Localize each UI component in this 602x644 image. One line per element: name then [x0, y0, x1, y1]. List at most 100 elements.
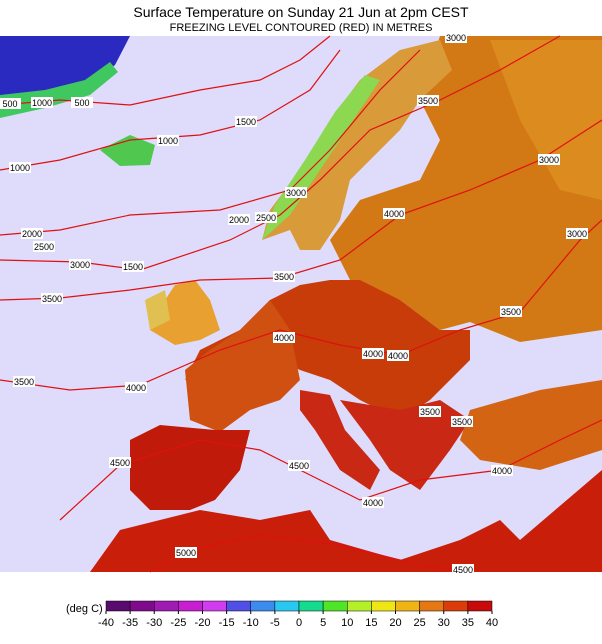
contour-label-box: [125, 382, 147, 393]
contour-label-box: [273, 271, 295, 282]
contour-label-text: 3500: [418, 96, 438, 106]
contour-label-text: 2000: [22, 229, 42, 239]
contour-label-text: 3500: [501, 307, 521, 317]
balkans: [340, 400, 470, 490]
contour-label: 2500: [255, 212, 277, 223]
legend-tick-label: 10: [341, 617, 353, 629]
turkey: [460, 380, 602, 470]
legend-swatch: [178, 600, 203, 612]
contour-label-text: 4000: [363, 349, 383, 359]
contour-label-text: 500: [2, 99, 17, 109]
contour-label-text: 4000: [388, 351, 408, 361]
contour-label-text: 4000: [274, 333, 294, 343]
legend-swatch: [419, 600, 444, 612]
contour-label-box: [255, 212, 277, 223]
contour-label: 3000: [285, 187, 307, 198]
legend-swatch: [298, 600, 324, 612]
legend-tick-label: -25: [170, 617, 186, 629]
legend-swatch: [395, 600, 420, 612]
contour-label-text: 3000: [567, 229, 587, 239]
contour-labels: 500 1000 500 1500 1000 1000 2000 2500 3000 1500 20…: [0, 32, 588, 575]
contour-label: 3000: [69, 259, 91, 270]
contour-label: 4000: [362, 348, 384, 359]
contour-line: [0, 49, 341, 171]
contour-label: 4000: [383, 208, 405, 219]
legend-tick-label: -30: [146, 617, 162, 629]
legend-unit: (deg C): [66, 603, 103, 615]
contour-label-box: [273, 332, 295, 343]
contour-label-text: 500: [74, 98, 89, 108]
legend-tick-label: 15: [365, 617, 377, 629]
contour-label-box: [500, 306, 522, 317]
legend-tick-label: -15: [219, 617, 235, 629]
legend-tick-label: 25: [414, 617, 426, 629]
contour-label-text: 3000: [70, 260, 90, 270]
contour-label-box: [288, 460, 310, 471]
contour-label-text: 4000: [126, 383, 146, 393]
iberia: [130, 425, 250, 510]
contour-label: 1500: [122, 261, 144, 272]
contour-label-box: [13, 376, 35, 387]
contour-label: 4000: [362, 497, 384, 508]
contour-label: 4500: [109, 457, 131, 468]
legend: -40 -35 -30 -25 -20 -15 -10 -5 0 5 10 15 20 25 30 35 40: [98, 600, 498, 629]
contour-label: 1500: [235, 116, 257, 127]
contour-line: [0, 49, 421, 236]
title: Surface Temperature on Sunday 21 Jun at …: [133, 4, 469, 20]
contour-line: [59, 419, 602, 521]
scandinavian-mountains: [262, 75, 380, 240]
contour-label: 5000: [175, 547, 197, 558]
legend-tick-label: 30: [438, 617, 450, 629]
contour-line: [0, 35, 331, 106]
legend-tick-label: 5: [320, 617, 326, 629]
contour-label-text: 1500: [123, 262, 143, 272]
contour-label: 3500: [13, 376, 35, 387]
ireland: [145, 290, 170, 330]
contour-label: 500: [71, 97, 93, 108]
contour-label-box: [9, 162, 31, 173]
contour-label: 2500: [33, 241, 55, 252]
contour-label-box: [383, 208, 405, 219]
contour-label-text: 1000: [10, 163, 30, 173]
contour-label: 1000: [9, 162, 31, 173]
contour-label-box: [21, 228, 43, 239]
legend-swatch: [226, 600, 251, 612]
contour-label-text: 1000: [158, 136, 178, 146]
contour-label-text: 3500: [420, 407, 440, 417]
contour-label-box: [417, 95, 439, 106]
legend-swatch: [322, 600, 348, 612]
contour-label-box: [33, 241, 55, 252]
contour-label: 4000: [125, 382, 147, 393]
russia-north: [490, 40, 602, 200]
contour-label-box: [491, 465, 513, 476]
contour-label: 3000: [566, 228, 588, 239]
legend-swatch: [371, 600, 396, 612]
contour-label-text: 3000: [286, 188, 306, 198]
legend-tick-label: -20: [195, 617, 211, 629]
contour-label: 3500: [451, 416, 473, 427]
contour-label: 4500: [452, 564, 474, 575]
contour-label-text: 4000: [384, 209, 404, 219]
legend-swatch: [250, 600, 276, 612]
contour-label-box: [538, 154, 560, 165]
greenland-coast: [0, 62, 118, 118]
contour-label-box: [109, 457, 131, 468]
contour-label: 2000: [21, 228, 43, 239]
legend-tick-label: -35: [122, 617, 138, 629]
legend-tick-label: -40: [98, 617, 114, 629]
contour-label: 2000: [228, 214, 250, 225]
contour-label: 3500: [500, 306, 522, 317]
contour-label-text: 3500: [452, 417, 472, 427]
contour-label: 3500: [273, 271, 295, 282]
contour-label-box: [419, 406, 441, 417]
contour-line: [0, 219, 602, 391]
legend-swatch: [154, 600, 179, 612]
contour-label-box: [175, 547, 197, 558]
contour-label-box: [69, 259, 91, 270]
contour-label: 4500: [288, 460, 310, 471]
contour-label-box: [452, 564, 474, 575]
contour-label-text: 3500: [42, 294, 62, 304]
contour-label-text: 1500: [236, 117, 256, 127]
italy: [300, 390, 380, 490]
